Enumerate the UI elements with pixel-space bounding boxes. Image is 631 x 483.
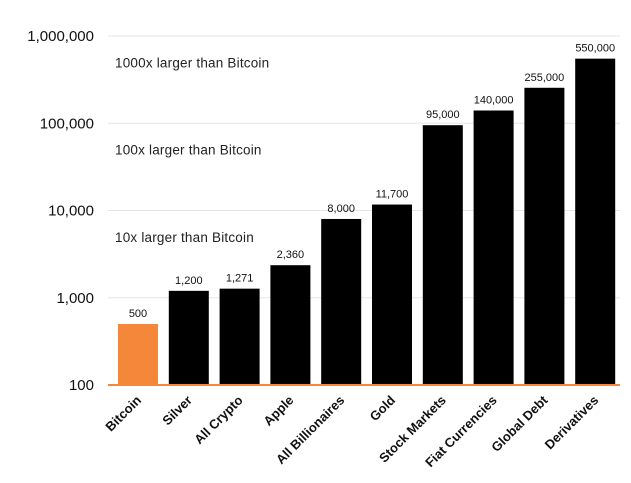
y-tick-label: 10,000 [48, 203, 94, 220]
annotation-label: 1000x larger than Bitcoin [115, 55, 269, 70]
bar [270, 265, 311, 385]
annotation-label: 100x larger than Bitcoin [115, 143, 262, 158]
data-label: 11,700 [376, 189, 409, 201]
bar [219, 288, 260, 385]
y-tick-label: 1,000 [56, 290, 94, 307]
y-tick-label: 100 [69, 377, 94, 394]
category-label: Bitcoin [102, 392, 144, 434]
bar [168, 290, 209, 385]
data-label: 2,360 [277, 249, 305, 261]
y-tick-label: 100,000 [40, 115, 94, 132]
bars [118, 58, 616, 386]
data-labels: 500 1,200 1,271 2,360 8,000 11,700 95,000 140,0… [129, 43, 615, 320]
category-label: Apple [260, 393, 296, 429]
bar [473, 110, 514, 385]
annotations: 1000x larger than Bitcoin 100x larger tha… [115, 55, 269, 245]
data-label: 95,000 [426, 109, 460, 121]
data-label: 8,000 [327, 203, 355, 215]
data-label: 1,200 [175, 275, 203, 287]
category-label: Derivatives [542, 393, 602, 453]
data-label: 1,271 [226, 273, 254, 285]
annotation-label: 10x larger than Bitcoin [115, 230, 254, 245]
data-label: 550,000 [575, 43, 615, 55]
bar [422, 125, 463, 386]
bar [118, 324, 158, 385]
data-label: 140,000 [474, 95, 514, 107]
data-label: 500 [129, 308, 147, 320]
bar [372, 204, 412, 385]
bar [524, 87, 565, 386]
category-label: Gold [367, 392, 399, 424]
category-label: All Crypto [191, 392, 246, 447]
bar [575, 58, 616, 386]
y-tick-label: 1,000,000 [27, 28, 94, 45]
bar [321, 218, 362, 385]
data-label: 255,000 [525, 72, 565, 84]
y-axis-ticks: 100 1,000 10,000 100,000 1,000,000 [27, 28, 94, 394]
category-label: Silver [159, 393, 195, 429]
